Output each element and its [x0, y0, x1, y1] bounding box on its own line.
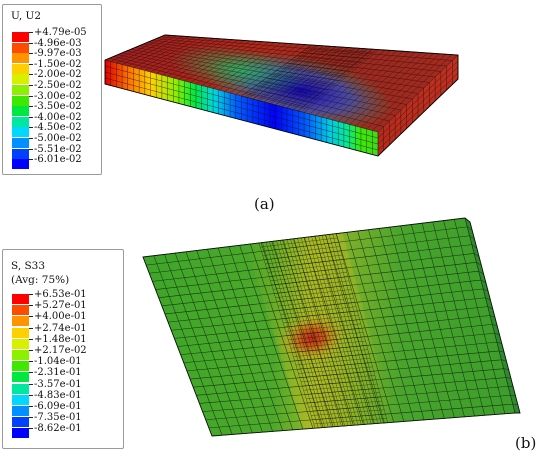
stress-legend: S, S33 (Avg: 75%) +6.53e-01 +5.27e-01 +4.0…: [2, 249, 124, 449]
legend-tick: [29, 32, 33, 33]
legend-tick: [29, 361, 33, 363]
legend-swatch: [12, 116, 29, 127]
legend-value: -5.51e-02: [34, 143, 82, 155]
legend-value: -4.83e-01: [34, 389, 82, 401]
legend-value: +4.00e-01: [34, 311, 87, 323]
legend-swatch: [12, 383, 29, 394]
legend-tick: [29, 406, 33, 407]
caption-b: (b): [515, 434, 537, 452]
legend-swatch: [12, 53, 29, 64]
legend-value: -5.00e-02: [34, 133, 82, 144]
legend-swatch: [12, 417, 29, 428]
legend-tick: [29, 350, 33, 351]
legend-tick: [29, 148, 33, 150]
legend-swatch: [12, 350, 29, 361]
caption-a: (a): [254, 195, 275, 213]
stress-slab-side-face: [465, 218, 520, 413]
legend-value: -2.00e-02: [34, 69, 82, 81]
legend-swatch: [12, 372, 29, 383]
legend-title-a: U, U2: [11, 10, 42, 22]
legend-value: -9.97e-03: [34, 48, 82, 60]
legend-swatch: [12, 138, 29, 149]
stress-slab-model: [142, 217, 521, 437]
legend-swatch: [12, 85, 29, 96]
legend-value: +1.48e-01: [34, 333, 87, 345]
legend-tick: [29, 95, 33, 97]
legend-swatch: [12, 32, 29, 43]
legend-tick: [29, 85, 33, 86]
legend-swatch: [12, 95, 29, 106]
legend-swatch: [12, 127, 29, 138]
legend-value: -1.04e-01: [34, 356, 82, 368]
legend-value: -7.35e-01: [34, 412, 82, 424]
legend-tick: [29, 294, 33, 295]
legend-value: -2.31e-01: [34, 367, 82, 379]
legend-swatch: [12, 294, 29, 305]
legend-value: -2.50e-02: [34, 80, 82, 91]
legend-value: +2.74e-01: [34, 322, 87, 334]
legend-value: +5.27e-01: [34, 300, 87, 312]
legend-swatch: [12, 159, 29, 170]
legend-tick: [29, 138, 33, 139]
legend-tick: [29, 159, 33, 161]
legend-swatch: [12, 394, 29, 405]
legend-swatch: [12, 63, 29, 74]
legend-tick: [29, 106, 33, 108]
legend-value: -3.50e-02: [34, 101, 82, 113]
legend-swatch: [12, 106, 29, 117]
legend-tick: [29, 372, 33, 374]
legend-swatch: [12, 316, 29, 327]
legend-value: -8.62e-01: [34, 423, 82, 435]
legend-tick: [29, 116, 33, 118]
legend-value: +4.79e-05: [34, 27, 87, 38]
legend-tick: [29, 127, 33, 129]
legend-tick: [29, 383, 33, 385]
legend-value: -4.50e-02: [34, 122, 82, 134]
legend-value: -4.00e-02: [34, 111, 82, 123]
legend-tick: [29, 316, 33, 318]
legend-value: -3.57e-01: [34, 378, 82, 390]
legend-title-b-line1: S, S33: [11, 260, 46, 272]
legend-swatch: [12, 428, 29, 439]
legend-tick: [29, 338, 33, 340]
legend-swatch: [12, 338, 29, 349]
legend-tick: [29, 394, 33, 396]
legend-tick: [29, 53, 33, 55]
legend-tick: [29, 74, 33, 76]
legend-value: -6.09e-01: [34, 401, 82, 412]
legend-tick: [29, 63, 33, 65]
legend-tick: [29, 327, 33, 329]
legend-swatch: [12, 406, 29, 417]
legend-swatch: [12, 42, 29, 53]
displacement-legend: U, U2 +4.79e-05 -4.96e-03 -9.97e-03 -1.50e-…: [2, 4, 102, 175]
legend-swatch: [12, 148, 29, 159]
legend-value: -1.50e-02: [34, 58, 82, 70]
legend-tick: [29, 417, 33, 419]
legend-swatch: [12, 361, 29, 372]
legend-tick: [29, 428, 33, 430]
legend-swatch: [12, 74, 29, 85]
legend-swatch: [12, 327, 29, 338]
legend-value: +2.17e-02: [34, 345, 87, 356]
legend-value: -4.96e-03: [34, 37, 82, 49]
legend-value: +6.53e-01: [34, 289, 87, 300]
legend-title-b-line2: (Avg: 75%): [11, 274, 70, 286]
legend-tick: [29, 42, 33, 44]
legend-value: -3.00e-02: [34, 90, 82, 102]
legend-value: -6.01e-02: [34, 154, 82, 166]
legend-swatch: [12, 305, 29, 316]
legend-tick: [29, 305, 33, 307]
displacement-slab-model: [104, 34, 459, 157]
